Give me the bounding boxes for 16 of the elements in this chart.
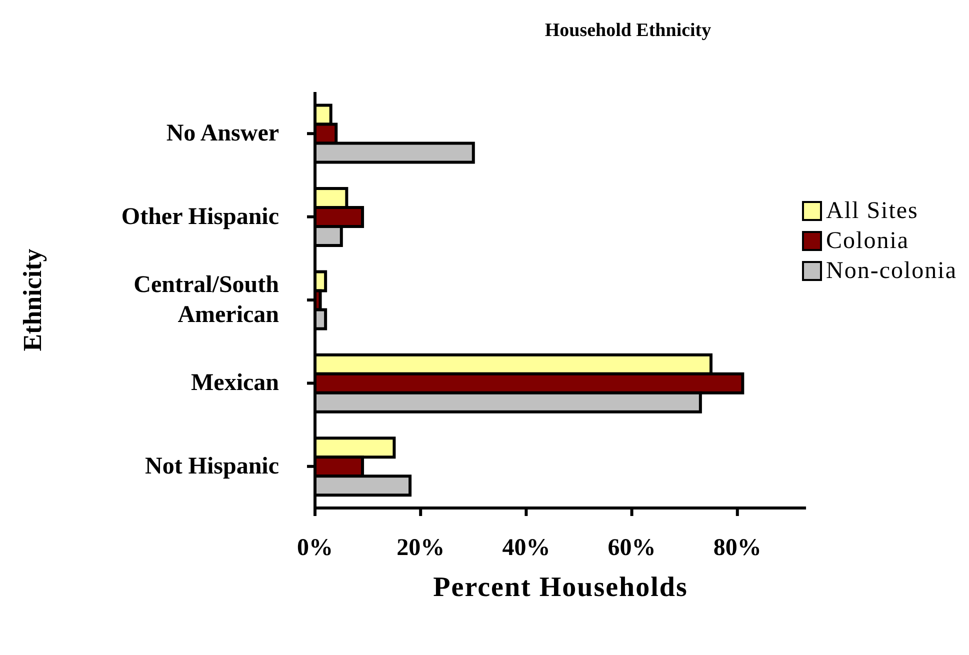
x-tick-label: 0% — [297, 535, 333, 562]
legend-label: Non-colonia — [826, 258, 957, 284]
y-tick-label: Other Hispanic — [121, 204, 280, 230]
x-tick-label: 80% — [713, 535, 762, 562]
y-tick-label: Mexican — [191, 370, 279, 396]
legend-label: Colonia — [826, 228, 910, 254]
chart-title: Household Ethnicity — [544, 20, 712, 42]
y-tick-label: Central/South American — [134, 272, 279, 328]
y-tick-label: Not Hispanic — [144, 453, 280, 480]
x-tick-label: 20% — [396, 535, 445, 562]
legend-label: All Sites — [826, 198, 918, 224]
x-tick-label: 40% — [502, 535, 550, 562]
y-tick-label: No Answer — [166, 120, 280, 147]
x-axis-title: Percent Households — [433, 572, 688, 603]
y-axis-title: Ethnicity — [18, 248, 48, 352]
x-tick-label: 60% — [608, 535, 656, 562]
